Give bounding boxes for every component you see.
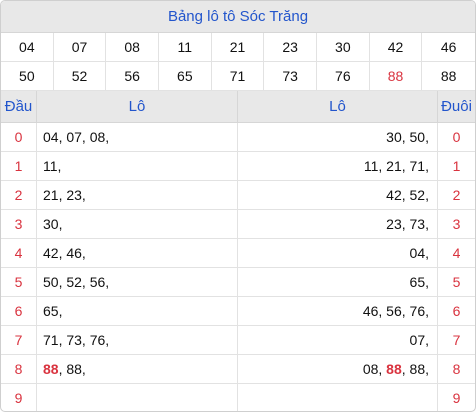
lo-numbers: 46, 56, 76, xyxy=(362,303,429,319)
duoi-digit: 7 xyxy=(438,326,475,355)
duoi-digit: 4 xyxy=(438,239,475,268)
dau-digit: 3 xyxy=(1,210,37,239)
lo-numbers: 65, xyxy=(43,303,63,319)
lo-numbers: 23, 73, xyxy=(386,216,429,232)
lo-cell-left: 71, 73, 76, xyxy=(37,326,238,355)
lo-cell-left: 42, 46, xyxy=(37,239,238,268)
lo-numbers: 71, 73, 76, xyxy=(43,332,110,348)
lo-cell-left: 04, 07, 08, xyxy=(37,123,238,152)
number-cell: 42 xyxy=(369,33,423,62)
lo-numbers: 04, 07, 08, xyxy=(43,129,110,145)
number-cell: 30 xyxy=(317,33,370,62)
dau-digit: 8 xyxy=(1,355,37,384)
lo-numbers: 30, 50, xyxy=(386,129,429,145)
lo-cell-left: 11, xyxy=(37,152,238,181)
lo-numbers: 65, xyxy=(409,274,429,290)
duoi-digit: 9 xyxy=(438,384,475,411)
duoi-digit: 5 xyxy=(438,268,475,297)
lo-cell-left: 50, 52, 56, xyxy=(37,268,238,297)
lo-cell-left: 21, 23, xyxy=(37,181,238,210)
lo-cell-right: 08, 88, 88, xyxy=(238,355,438,384)
lo-cell-right: 46, 56, 76, xyxy=(238,297,438,326)
highlighted-number: 88 xyxy=(386,361,402,377)
duoi-digit: 3 xyxy=(438,210,475,239)
number-cell: 46 xyxy=(422,33,475,62)
number-cell: 65 xyxy=(159,62,212,91)
number-cell: 88 xyxy=(369,62,423,91)
dau-digit: 6 xyxy=(1,297,37,326)
number-cell: 08 xyxy=(106,33,159,62)
numbers-grid: 04 07 08 11 21 23 30 42 46 50 52 56 65 71 73 76 88 88 xyxy=(1,33,475,91)
lo-numbers: , 88, xyxy=(58,361,86,377)
lo-numbers: 42, 52, xyxy=(386,187,429,203)
dau-digit: 9 xyxy=(1,384,37,411)
number-cell: 76 xyxy=(317,62,370,91)
lo-numbers: 42, 46, xyxy=(43,245,86,261)
header-lo-right: Lô xyxy=(238,91,438,123)
lo-cell-right: 42, 52, xyxy=(238,181,438,210)
number-cell: 23 xyxy=(264,33,317,62)
dau-digit: 1 xyxy=(1,152,37,181)
lo-cell-right: 11, 21, 71, xyxy=(238,152,438,181)
number-cell: 88 xyxy=(422,62,475,91)
lo-cell-left: 65, xyxy=(37,297,238,326)
lo-numbers: 30, xyxy=(43,216,63,232)
lo-numbers: 11, 21, 71, xyxy=(363,158,429,174)
lo-cell-right: 07, xyxy=(238,326,438,355)
lo-cell-right: 30, 50, xyxy=(238,123,438,152)
lo-numbers: 50, 52, 56, xyxy=(43,274,110,290)
lo-cell-right: 04, xyxy=(238,239,438,268)
header-dau: Đầu xyxy=(1,91,37,123)
number-cell: 73 xyxy=(264,62,317,91)
number-cell: 11 xyxy=(159,33,212,62)
lo-numbers: 11, xyxy=(43,158,62,174)
dau-digit: 7 xyxy=(1,326,37,355)
number-cell: 04 xyxy=(1,33,54,62)
lo-cell-right xyxy=(238,384,438,411)
number-cell: 52 xyxy=(53,62,107,91)
dau-digit: 2 xyxy=(1,181,37,210)
lo-cell-right: 23, 73, xyxy=(238,210,438,239)
highlighted-number: 88 xyxy=(43,361,59,377)
lo-table: Đầu Lô Lô Đuôi 0 04, 07, 08, 30, 50, 0 1 11, 1… xyxy=(1,91,475,411)
dau-digit: 4 xyxy=(1,239,37,268)
lo-cell-left: 88, 88, xyxy=(37,355,238,384)
number-cell: 21 xyxy=(211,33,265,62)
number-cell: 71 xyxy=(211,62,265,91)
duoi-digit: 0 xyxy=(438,123,475,152)
lo-cell-left xyxy=(37,384,238,411)
duoi-digit: 6 xyxy=(438,297,475,326)
lo-numbers: 07, xyxy=(409,332,429,348)
lo-cell-left: 30, xyxy=(37,210,238,239)
lo-numbers: 08, xyxy=(362,361,387,377)
lo-cell-right: 65, xyxy=(238,268,438,297)
lo-numbers: 21, 23, xyxy=(43,187,86,203)
number-cell: 56 xyxy=(106,62,159,91)
dau-digit: 5 xyxy=(1,268,37,297)
duoi-digit: 2 xyxy=(438,181,475,210)
header-duoi: Đuôi xyxy=(438,91,475,123)
number-cell: 50 xyxy=(1,62,54,91)
lo-numbers: 04, xyxy=(409,245,429,261)
dau-digit: 0 xyxy=(1,123,37,152)
lo-numbers: , 88, xyxy=(401,361,429,377)
header-lo-left: Lô xyxy=(37,91,238,123)
number-cell: 07 xyxy=(53,33,107,62)
duoi-digit: 8 xyxy=(438,355,475,384)
table-title: Bảng lô tô Sóc Trăng xyxy=(1,1,475,33)
duoi-digit: 1 xyxy=(438,152,475,181)
